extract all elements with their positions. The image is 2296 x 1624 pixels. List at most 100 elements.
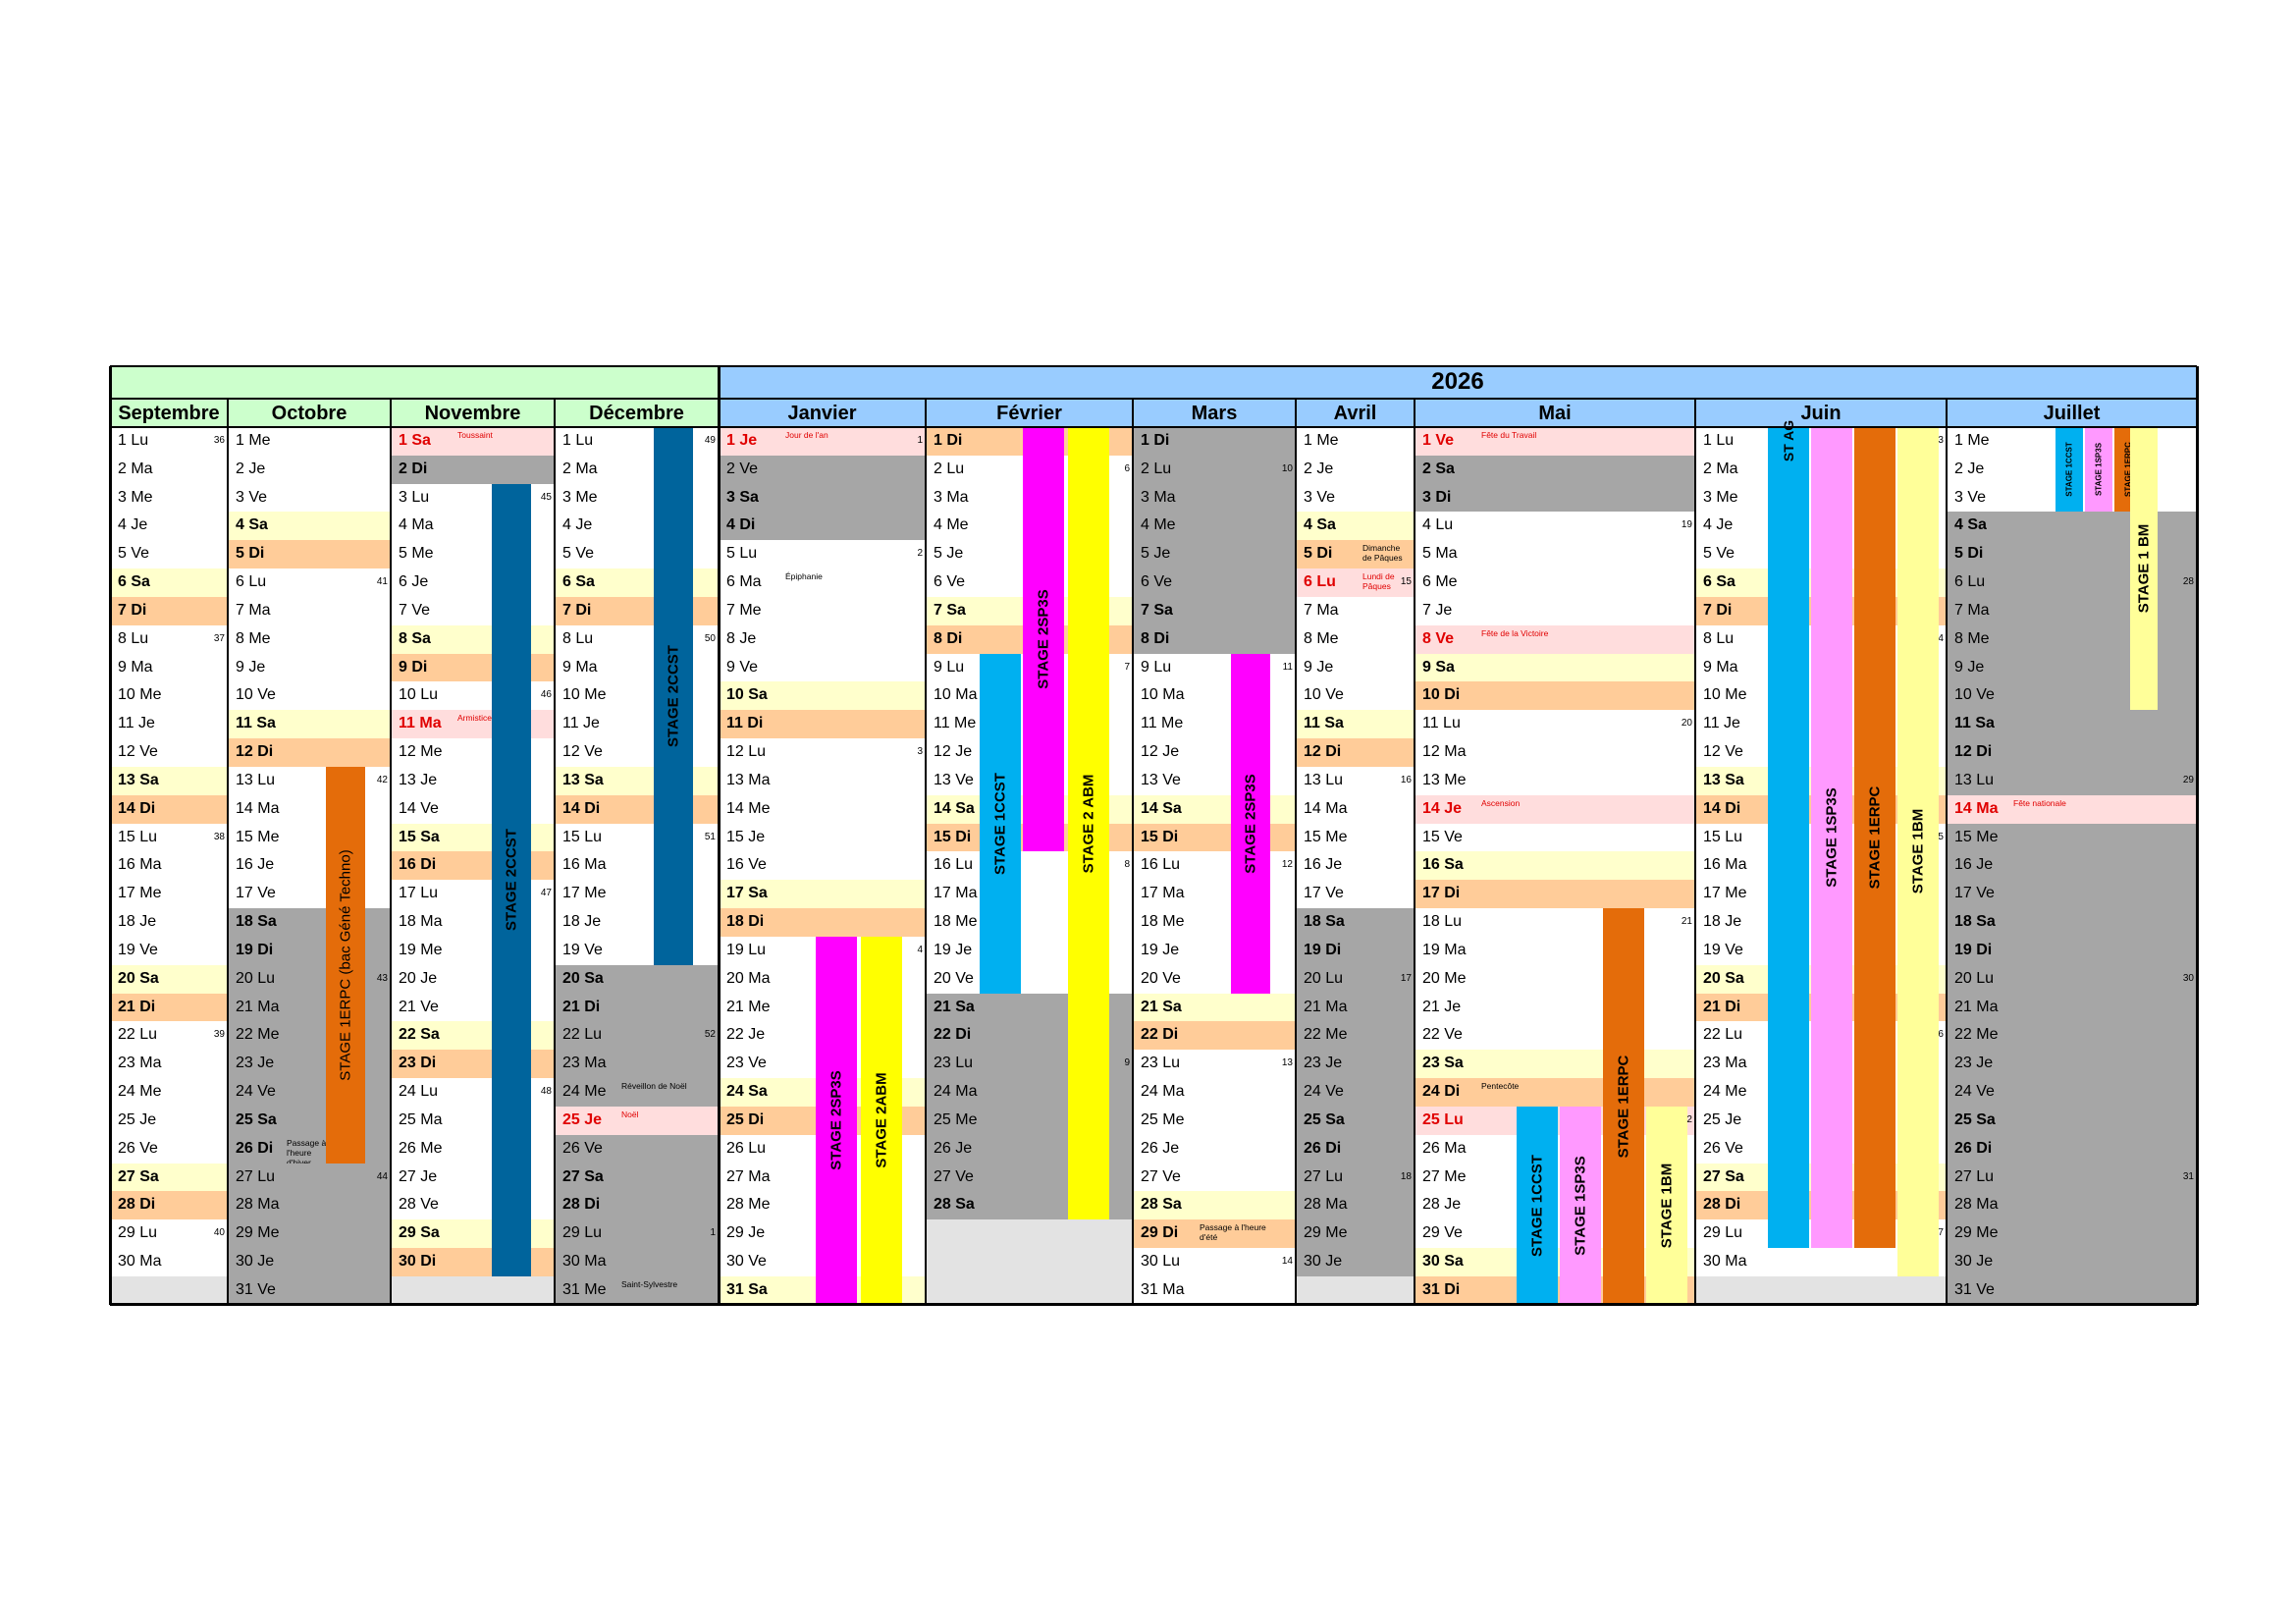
day-label: 20 Je (399, 969, 438, 987)
day-cell: 2 Ma (555, 455, 719, 485)
day-cell: 2 Sa (1415, 455, 1695, 485)
day-label: 5 Di (236, 545, 265, 563)
day-cell: 10 Ve (1947, 681, 2197, 712)
day-cell: 3 Me (555, 483, 719, 514)
day-cell: 29 Me (228, 1219, 391, 1250)
day-label: 11 Je (118, 715, 155, 732)
week-number: 41 (376, 576, 388, 588)
day-label: 6 Sa (118, 573, 150, 591)
day-cell: 12 Je (1133, 738, 1296, 768)
day-label: 1 Sa (399, 432, 431, 449)
day-cell: 1 Lu 36 (110, 427, 228, 457)
stage-bar: STAGE 1ERPC (1854, 427, 1896, 1249)
day-label: 16 Je (1954, 856, 1994, 874)
day-cell: 4 Je (110, 512, 228, 542)
day-cell: 28 Ma (1296, 1191, 1415, 1221)
day-label: 4 Je (118, 516, 148, 534)
day-label: 24 Sa (726, 1083, 768, 1101)
day-label: 27 Sa (562, 1167, 604, 1185)
stage-bar: STAGE 1BM (1897, 427, 1939, 1276)
day-label: 6 Sa (562, 573, 595, 591)
week-number: 29 (2182, 774, 2194, 785)
grid-line (108, 366, 112, 1305)
stage-bar: STAGE 1 BM (2130, 427, 2158, 711)
day-cell: 8 Ve Fête de la Victoire (1415, 624, 1695, 655)
day-label: 8 Di (1141, 629, 1170, 647)
day-label: 26 Di (236, 1139, 274, 1157)
day-label: 13 Me (1422, 771, 1467, 788)
day-label: 15 Me (1304, 828, 1348, 845)
day-label: 4 Je (562, 516, 593, 534)
grid-line (554, 399, 556, 1305)
day-label: 10 Di (1422, 686, 1461, 704)
day-cell: 9 Sa (1415, 653, 1695, 683)
day-label: 27 Lu (1954, 1167, 1995, 1185)
day-label: 11 Ma (399, 715, 442, 732)
day-label: 26 Ma (1422, 1139, 1467, 1157)
day-cell: 29 Lu 1 (555, 1219, 719, 1250)
stage-bar: STAGE 1SP3S (1811, 427, 1852, 1249)
day-label: 11 Sa (1304, 715, 1344, 732)
day-cell: 6 Lu 28 (1947, 568, 2197, 598)
day-cell: 11 Me (1133, 710, 1296, 740)
day-cell: 30 Je (1296, 1248, 1415, 1277)
grid-line (1946, 399, 1948, 1305)
day-label: 27 Je (399, 1167, 438, 1185)
day-label: 22 Di (1141, 1026, 1179, 1044)
day-cell: 17 Ma (1133, 880, 1296, 910)
day-cell: 8 Je (719, 624, 926, 655)
day-label: 18 Je (562, 913, 602, 931)
day-label: 26 Di (1304, 1139, 1342, 1157)
day-cell: 7 Ma (228, 596, 391, 626)
day-label: 3 Me (562, 488, 598, 506)
day-label: 28 Di (1703, 1196, 1741, 1214)
day-label: 26 Ve (562, 1139, 603, 1157)
day-label: 26 Ve (118, 1139, 158, 1157)
day-label: 22 Me (1304, 1026, 1348, 1044)
day-cell: 25 Sa (1296, 1106, 1415, 1136)
day-label: 9 Je (236, 658, 266, 676)
day-label: 29 Ve (1422, 1224, 1463, 1242)
day-note: Lundi de Pâques (1362, 571, 1395, 592)
day-cell: 23 Ma (110, 1050, 228, 1080)
day-cell: 20 Ve (1133, 964, 1296, 995)
day-label: 4 Ma (399, 516, 434, 534)
week-number: 40 (213, 1227, 225, 1239)
day-label: 24 Di (1422, 1083, 1461, 1101)
day-cell: 10 Ve (1296, 681, 1415, 712)
stage-label: STAGE 1CCST (2064, 442, 2074, 497)
day-label: 14 Ve (399, 799, 439, 817)
day-cell: 8 Me (1947, 624, 2197, 655)
day-label: 7 Ve (399, 601, 431, 619)
day-label: 12 Ve (118, 743, 158, 761)
day-note: Pentecôte (1481, 1081, 1520, 1092)
day-cell: 8 Me (1296, 624, 1415, 655)
day-label: 7 Ma (236, 601, 271, 619)
day-cell: 16 Je (228, 851, 391, 882)
day-label: 21 Sa (934, 998, 975, 1015)
day-label: 3 Ve (1954, 488, 1987, 506)
day-label: 23 Ma (562, 1055, 607, 1072)
stage-label: STAGE 1BM (1658, 1163, 1676, 1248)
day-label: 3 Ve (1304, 488, 1336, 506)
day-label: 29 Me (236, 1224, 280, 1242)
stage-label: STAGE 2CCST (665, 644, 682, 747)
week-number: 1 (917, 435, 923, 446)
stage-bar: STAGE 2CCST (492, 483, 531, 1276)
day-cell: 13 Lu 16 (1296, 766, 1415, 796)
day-cell: 23 Ma (555, 1050, 719, 1080)
day-cell: 22 Ve (1415, 1021, 1695, 1052)
day-cell: 13 Ve (1133, 766, 1296, 796)
day-cell: 19 Di (1296, 936, 1415, 966)
day-note: Épiphanie (785, 571, 823, 582)
day-label: 1 Lu (1703, 432, 1735, 449)
day-cell: 7 Ma (1296, 596, 1415, 626)
grid-line (227, 399, 229, 1305)
day-label: 10 Lu (399, 686, 439, 704)
stage-label: STAGE 2ABM (873, 1072, 890, 1168)
day-label: 10 Ve (1954, 686, 1995, 704)
day-label: 12 Di (1304, 743, 1342, 761)
day-label: 22 Di (934, 1026, 972, 1044)
day-cell: 14 Ma (1296, 794, 1415, 825)
